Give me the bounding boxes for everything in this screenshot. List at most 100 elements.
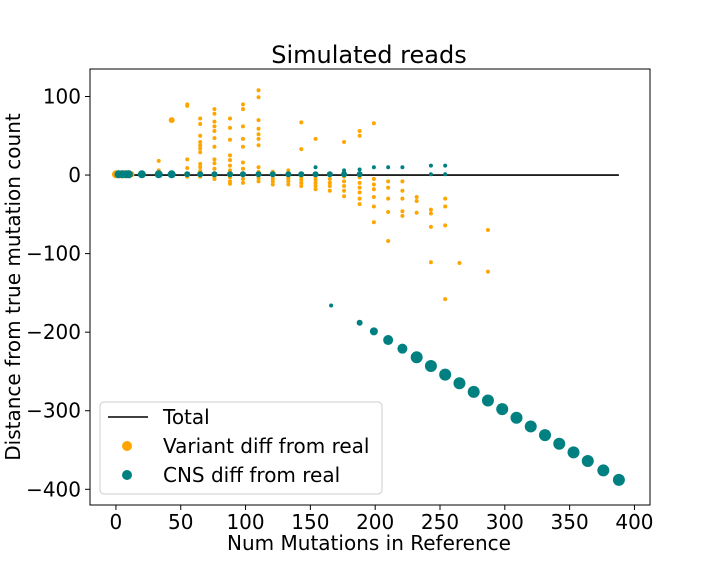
- variant-point: [414, 195, 419, 200]
- y-tick-label: −400: [26, 477, 81, 501]
- variant-point: [185, 103, 190, 108]
- y-axis: 100 0 −100 −200 −300 −400: [26, 84, 90, 501]
- variant-point: [228, 125, 232, 130]
- variant-point: [485, 228, 490, 233]
- variant-point: [256, 126, 261, 131]
- y-tick-label: 100: [43, 84, 81, 108]
- variant-point: [212, 136, 217, 141]
- cns-point: [211, 171, 218, 178]
- variant-point: [386, 185, 391, 190]
- y-tick-label: 0: [68, 163, 81, 187]
- variant-point: [485, 269, 490, 274]
- cns-point: [239, 171, 246, 178]
- y-tick-label: −100: [26, 242, 81, 266]
- cns-point: [184, 171, 191, 178]
- variant-point: [270, 182, 275, 187]
- variant-point: [256, 165, 261, 170]
- x-axis-label: Num Mutations in Reference: [227, 531, 511, 555]
- cns-point: [383, 335, 394, 346]
- variant-point: [357, 196, 362, 201]
- cns-point: [553, 437, 566, 450]
- variant-point: [371, 187, 376, 192]
- variant-point: [228, 163, 232, 168]
- chart-title: Simulated reads: [271, 41, 466, 69]
- variant-point: [156, 158, 161, 163]
- variant-point: [457, 261, 462, 266]
- variant-point: [185, 165, 190, 170]
- variant-point: [313, 180, 318, 185]
- variant-point: [313, 177, 318, 182]
- cns-point: [428, 172, 433, 177]
- variant-point: [313, 136, 318, 141]
- variant-point: [270, 179, 275, 184]
- variant-point: [212, 176, 217, 181]
- variant-point: [428, 224, 433, 229]
- variant-point: [386, 196, 391, 201]
- variant-point: [256, 88, 261, 93]
- variant-point: [443, 196, 448, 201]
- variant-point: [228, 158, 232, 163]
- y-tick-label: −200: [26, 320, 81, 344]
- variant-point: [342, 188, 347, 193]
- variant-point: [342, 194, 347, 199]
- variant-point: [198, 143, 203, 148]
- cns-point: [496, 403, 509, 416]
- x-tick-label: 300: [486, 510, 524, 534]
- variant-point: [371, 182, 376, 187]
- x-tick-label: 250: [421, 510, 459, 534]
- variant-point: [212, 119, 217, 124]
- variant-point: [240, 102, 245, 107]
- x-axis: 0 50 100 150 200 250 300 350 400: [110, 505, 654, 534]
- variant-point: [428, 207, 433, 212]
- variant-point: [228, 153, 232, 158]
- variant-point: [240, 166, 245, 171]
- legend-cns-swatch: [122, 470, 132, 480]
- variant-point: [256, 136, 261, 141]
- legend-total-label: Total: [162, 405, 210, 429]
- x-tick-label: 150: [291, 510, 329, 534]
- variant-point: [443, 223, 448, 228]
- variant-point: [443, 204, 448, 209]
- legend-variant-swatch: [122, 441, 132, 451]
- variant-point: [256, 143, 261, 148]
- variant-point: [327, 180, 332, 185]
- variant-point: [198, 133, 203, 138]
- cns-point: [137, 170, 146, 179]
- variant-point: [342, 184, 347, 189]
- x-tick-label: 350: [551, 510, 589, 534]
- variant-point: [313, 184, 318, 189]
- cns-point: [424, 359, 437, 372]
- variant-point: [240, 107, 245, 112]
- x-tick-label: 50: [168, 510, 193, 534]
- variant-point: [185, 157, 190, 162]
- variant-point: [240, 144, 245, 149]
- variant-point: [371, 121, 376, 126]
- variant-point: [228, 116, 232, 121]
- cns-point: [326, 171, 333, 178]
- cns-point: [255, 171, 262, 178]
- variant-point: [357, 185, 362, 190]
- variant-point: [198, 116, 203, 121]
- cns-point: [312, 171, 319, 178]
- variant-point: [299, 177, 304, 182]
- variant-point: [212, 166, 217, 171]
- variant-point: [357, 202, 362, 207]
- variant-point: [327, 176, 332, 181]
- cns-point: [386, 165, 391, 170]
- cns-point: [524, 420, 537, 433]
- variant-point: [357, 190, 362, 195]
- cns-point: [400, 165, 405, 170]
- cns-point: [341, 171, 348, 178]
- variant-point: [386, 209, 391, 214]
- variant-point: [443, 297, 448, 302]
- variant-point: [371, 195, 376, 200]
- variant-point: [327, 188, 332, 193]
- cns-point: [269, 171, 276, 178]
- variant-point: [313, 187, 318, 192]
- variant-point: [240, 176, 245, 181]
- variant-point: [212, 129, 217, 134]
- variant-point: [299, 147, 304, 152]
- plot-frame: [89, 68, 651, 506]
- variant-point: [414, 198, 419, 203]
- cns-point: [439, 368, 452, 381]
